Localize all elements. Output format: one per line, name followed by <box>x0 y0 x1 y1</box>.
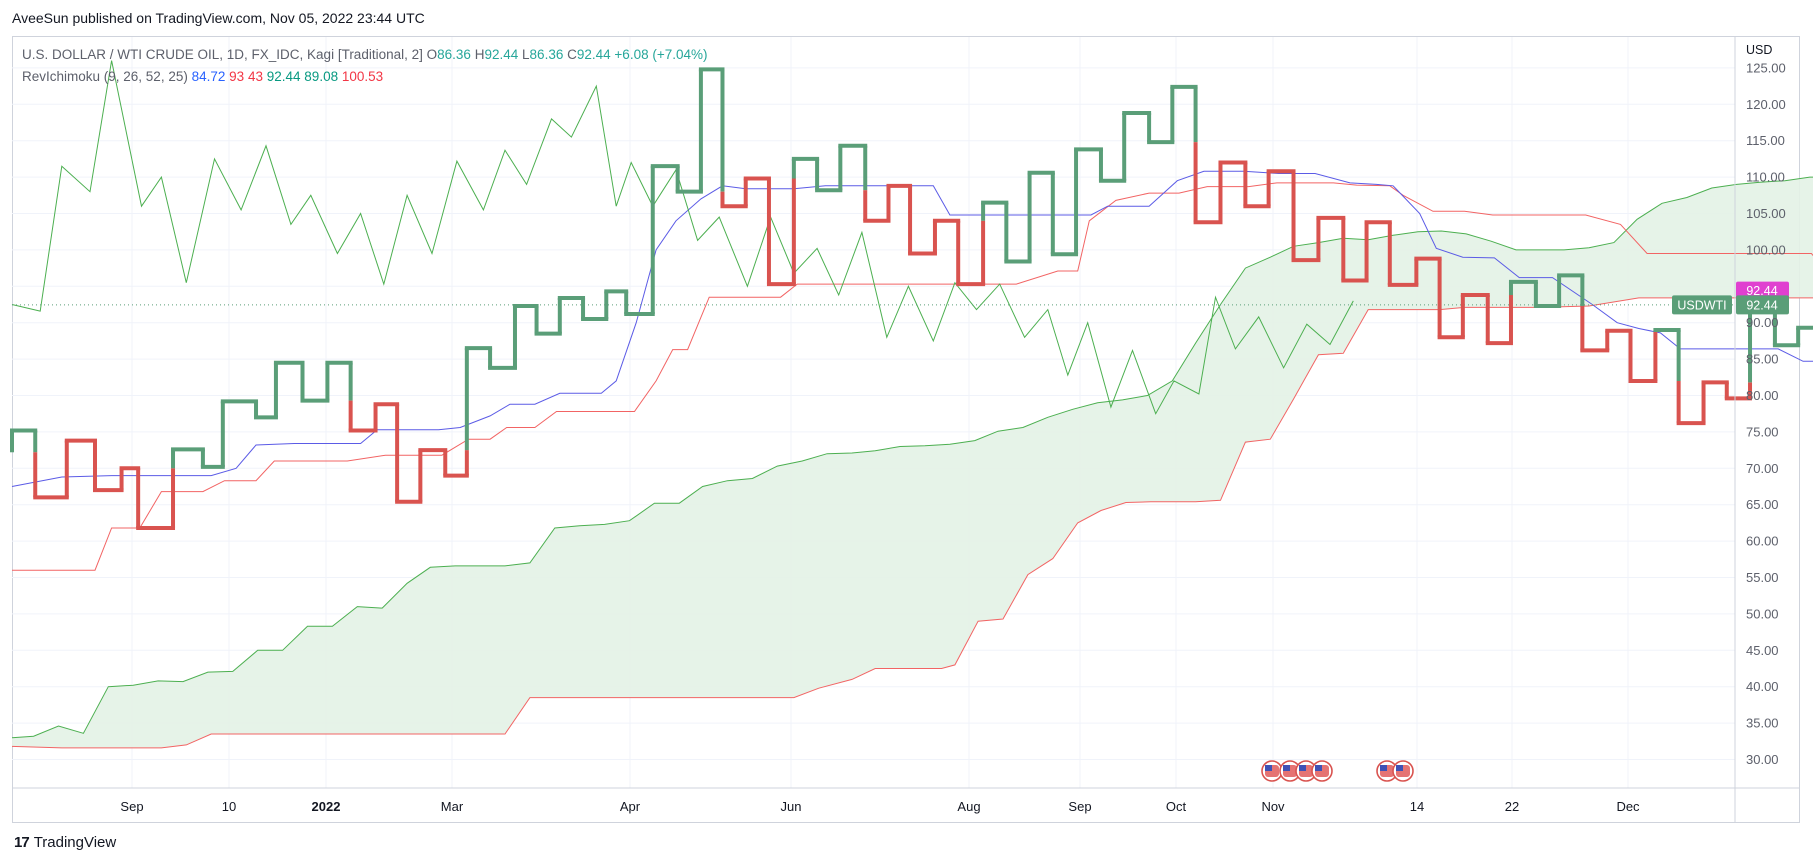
x-tick-label: Apr <box>620 799 641 814</box>
open-label: O <box>426 47 438 62</box>
event-markers <box>1261 760 1414 782</box>
price-label-upper: 92.44 <box>1736 281 1789 300</box>
price-label-upper-bg <box>1736 281 1789 300</box>
x-tick-label: 2022 <box>312 799 341 814</box>
y-tick-label: 45.00 <box>1746 643 1779 658</box>
event-flag-canton <box>1283 765 1290 771</box>
event-flag-canton <box>1299 765 1306 771</box>
y-tick-label: 60.00 <box>1746 534 1779 549</box>
lead-b-value: 100.53 <box>341 69 384 84</box>
us-flag-event-icon <box>1261 760 1283 782</box>
y-tick-label: 90.00 <box>1746 315 1779 330</box>
us-flag-event-icon <box>1376 760 1398 782</box>
x-tick-label: 14 <box>1410 799 1424 814</box>
price-labels: 92.44 USDWTI 92.44 <box>1672 281 1789 315</box>
x-tick-label: Oct <box>1166 799 1187 814</box>
event-flag-canton <box>1380 765 1387 771</box>
lagging-value: 92.44 <box>266 69 301 84</box>
chart-legend: U.S. DOLLAR / WTI CRUDE OIL, 1D, FX_IDC,… <box>22 44 708 88</box>
tradingview-logo-icon: 17 <box>14 834 30 851</box>
y-axis: 125.00120.00115.00110.00105.00100.0095.0… <box>1734 36 1786 823</box>
x-tick-label: 10 <box>222 799 236 814</box>
y-tick-label: 30.00 <box>1746 752 1779 767</box>
lagging-span-line <box>11 60 1354 415</box>
us-flag-event-icon <box>1311 760 1333 782</box>
x-tick-label: Dec <box>1616 799 1640 814</box>
change-value: +6.08 (+7.04%) <box>614 47 708 62</box>
event-flag-canton <box>1265 765 1272 771</box>
x-axis: Sep 10 2022 Mar Apr Jun Aug Sep Oct Nov 14 22 Dec <box>12 787 1800 814</box>
ichimoku-cloud <box>12 177 1813 748</box>
y-tick-label: 50.00 <box>1746 606 1779 621</box>
symbol-price-tag: USDWTI 92.44 <box>1672 295 1789 315</box>
lead-a-value: 89.08 <box>304 69 339 84</box>
y-tick-label: 125.00 <box>1746 60 1786 75</box>
x-tick-label: Jun <box>781 799 802 814</box>
legend-indicator-row[interactable]: RevIchimoku (9, 26, 52, 25) 84.72 93 43 … <box>22 66 708 88</box>
y-tick-label: 120.00 <box>1746 97 1786 112</box>
us-flag-event-icon <box>1279 760 1301 782</box>
y-tick-label: 85.00 <box>1746 352 1779 367</box>
legend-symbol-row[interactable]: U.S. DOLLAR / WTI CRUDE OIL, 1D, FX_IDC,… <box>22 44 708 66</box>
x-tick-label: Aug <box>957 799 980 814</box>
brand-label: TradingView <box>33 834 117 851</box>
x-tick-label: 22 <box>1505 799 1519 814</box>
high-value: 92.44 <box>484 47 519 62</box>
base-line <box>12 182 1813 571</box>
symbol-value-bg <box>1736 295 1789 315</box>
leading-span-a-line <box>11 176 1813 739</box>
y-tick-label: 55.00 <box>1746 570 1779 585</box>
price-label-upper-text: 92.44 <box>1746 284 1777 298</box>
kagi-series <box>10 67 1813 530</box>
y-tick-label: 35.00 <box>1746 716 1779 731</box>
close-value: 92.44 <box>576 47 611 62</box>
open-value: 86.36 <box>437 47 471 62</box>
low-value: 86.36 <box>529 47 564 62</box>
x-tick-label: Nov <box>1261 799 1285 814</box>
base-value: 93 43 <box>229 69 263 84</box>
cloud-bullish <box>12 177 1813 748</box>
y-tick-label: 70.00 <box>1746 461 1779 476</box>
y-axis-currency: USD <box>1746 43 1772 57</box>
y-tick-label: 80.00 <box>1746 388 1779 403</box>
low-label: L <box>522 47 530 62</box>
conversion-value: 84.72 <box>191 69 226 84</box>
y-tick-label: 65.00 <box>1746 497 1779 512</box>
high-label: H <box>474 47 485 62</box>
leading-span-b-line <box>11 297 1813 749</box>
us-flag-event-icon <box>1295 760 1317 782</box>
x-tick-label: Sep <box>1068 799 1091 814</box>
close-label: C <box>567 47 577 62</box>
y-tick-label: 110.00 <box>1746 170 1785 185</box>
symbol-tag-text: USDWTI <box>1677 298 1726 312</box>
event-flag-canton <box>1315 765 1322 771</box>
symbol-value-text: 92.44 <box>1746 298 1777 312</box>
symbol-tag-bg <box>1672 295 1732 315</box>
y-tick-label: 100.00 <box>1746 242 1786 257</box>
event-flag-canton <box>1396 765 1403 771</box>
indicator-name[interactable]: RevIchimoku (9, 26, 52, 25) <box>22 69 188 84</box>
publisher-line: AveeSun published on TradingView.com, No… <box>12 10 425 26</box>
conversion-line <box>11 170 1813 487</box>
y-tick-label: 40.00 <box>1746 679 1779 694</box>
y-tick-label: 75.00 <box>1746 424 1779 439</box>
indicator-lines <box>11 60 1813 749</box>
y-tick-label: 115.00 <box>1746 133 1785 148</box>
us-flag-event-icon <box>1392 760 1414 782</box>
x-tick-label: Sep <box>120 799 143 814</box>
tradingview-branding[interactable]: 17 TradingView <box>14 834 116 851</box>
x-tick-label: Mar <box>441 799 464 814</box>
y-tick-label: 105.00 <box>1746 206 1786 221</box>
symbol-name[interactable]: U.S. DOLLAR / WTI CRUDE OIL, 1D, FX_IDC,… <box>22 47 423 62</box>
